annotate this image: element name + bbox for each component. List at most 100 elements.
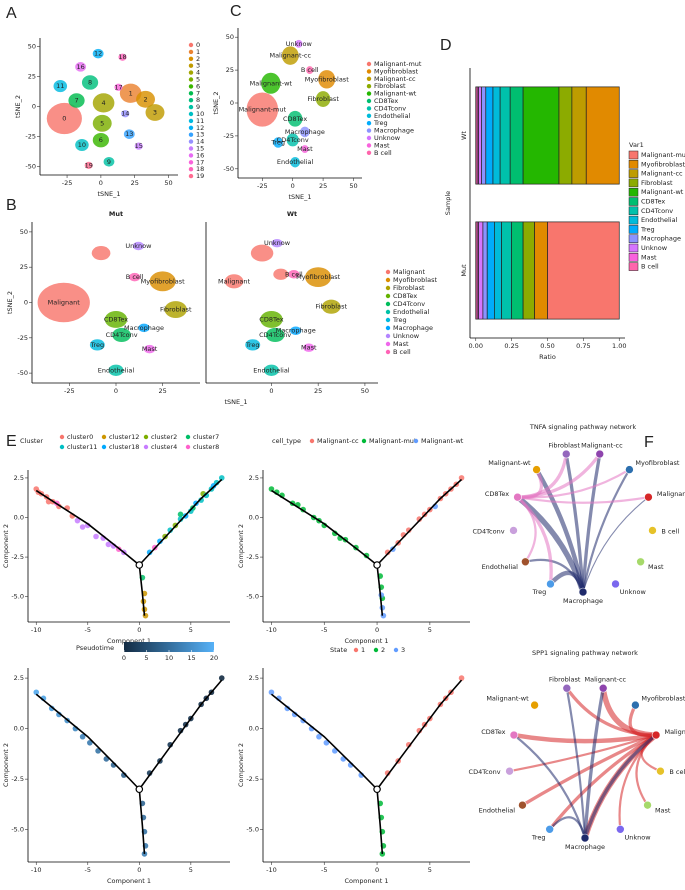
legend-swatch <box>188 49 194 55</box>
node-label: Myofibroblast <box>641 694 685 702</box>
panel-letter: A <box>6 5 17 22</box>
x-tick-label: -10 <box>31 866 42 874</box>
cluster <box>136 90 156 108</box>
cluster <box>250 244 274 262</box>
node <box>631 700 640 710</box>
legend-label: 17 <box>196 158 204 166</box>
bar-segment <box>534 221 548 320</box>
legend-swatch <box>628 169 639 178</box>
cluster <box>273 268 289 280</box>
x-axis-label: Component 1 <box>107 877 151 885</box>
cluster-label: 13 <box>125 130 133 138</box>
node-label: B cell <box>669 768 685 776</box>
cluster-label: B cell <box>285 270 303 278</box>
cluster-label: B cell <box>301 66 319 74</box>
cluster <box>92 48 104 59</box>
cluster-label: Malignant-cc <box>269 52 311 60</box>
legend-swatch <box>188 91 194 96</box>
edge <box>628 703 658 738</box>
legend-swatch <box>385 269 391 275</box>
legend-swatch <box>628 243 639 253</box>
legend-swatch <box>366 150 372 155</box>
x-axis-label: Ratio <box>539 353 556 361</box>
colorbar-tick-label: 15 <box>187 654 195 662</box>
legend-label: 10 <box>196 110 204 118</box>
legend-swatch <box>628 160 639 169</box>
y-tick-label: 50 <box>20 228 28 236</box>
edge <box>511 732 659 744</box>
cluster-label: Myofibroblast <box>296 273 340 281</box>
legend-label: 9 <box>196 103 200 111</box>
cluster <box>261 72 281 94</box>
x-tick-label: 1.00 <box>612 342 626 350</box>
cluster <box>118 53 127 61</box>
cluster <box>75 138 89 151</box>
x-tick-label: -25 <box>62 179 73 187</box>
node <box>509 526 518 535</box>
legend-label: CD4Tconv <box>641 207 673 215</box>
point <box>458 475 465 481</box>
x-tick-label: -5 <box>85 626 91 634</box>
node-label: Unknow <box>625 833 652 841</box>
legend-label: Malignant-mut <box>641 151 685 159</box>
node-label: CD8Tex <box>481 728 505 736</box>
legend-swatch <box>628 187 639 197</box>
cluster <box>84 161 93 169</box>
y-tick-label: 0.0 <box>249 725 259 733</box>
cluster <box>295 39 303 48</box>
legend-label: Fibroblast <box>393 284 425 292</box>
panel-title: Mut <box>109 210 123 218</box>
legend-label: 16 <box>196 151 204 159</box>
cluster <box>68 93 85 108</box>
legend-swatch <box>366 61 372 67</box>
legend-label: CD8Tex <box>393 292 417 300</box>
edge <box>564 452 585 594</box>
node-label: Malignant-cc <box>581 441 623 449</box>
legend-label: Myofibroblast <box>393 276 437 284</box>
bar-segment <box>478 86 482 185</box>
cluster-label: CD8Tex <box>104 315 128 323</box>
node <box>518 800 527 810</box>
point <box>316 733 322 740</box>
point <box>458 675 465 681</box>
cluster-label: Treg <box>89 341 104 349</box>
point <box>384 549 391 556</box>
cluster <box>104 310 128 328</box>
y-axis-label: tSNE_2 <box>14 95 22 118</box>
y-tick-label: -2.5 <box>246 775 259 783</box>
y-tick-label: 0.0 <box>14 725 24 733</box>
legend-swatch <box>366 69 372 74</box>
node <box>505 766 514 776</box>
node-label: Mast <box>648 563 664 571</box>
bar-segment <box>558 86 573 185</box>
cluster-label: Endothelial <box>98 366 135 374</box>
cluster <box>134 142 143 150</box>
legend-label: CD8Tex <box>641 198 665 206</box>
node-label: Malignant-wt <box>486 694 529 702</box>
cluster-label: 5 <box>100 119 104 127</box>
bar-segment <box>478 221 484 320</box>
node <box>509 730 519 740</box>
edge <box>582 496 650 593</box>
node-label: CD8Tex <box>485 490 509 498</box>
cluster-label: Mast <box>301 344 317 352</box>
cluster-label: Malignant <box>48 299 81 307</box>
node-label: Myofibroblast <box>635 459 679 467</box>
trajectory <box>376 478 463 566</box>
cluster-label: Unknow <box>125 242 152 250</box>
x-tick-label: 25 <box>314 387 322 395</box>
legend-label: Unknow <box>641 244 668 252</box>
legend-swatch <box>628 206 639 216</box>
node <box>598 683 608 693</box>
trajectory <box>376 679 463 790</box>
cluster-label: Malignant-mut <box>239 106 287 114</box>
bar-segment <box>492 86 501 185</box>
legend-label: Fibroblast <box>374 82 406 90</box>
cluster-label: Unknow <box>286 40 313 48</box>
edge <box>516 496 537 563</box>
x-tick-label: 5 <box>189 626 193 634</box>
legend-label: Mast <box>393 340 409 348</box>
legend-swatch <box>366 113 372 119</box>
cluster <box>260 310 283 328</box>
node <box>561 449 571 459</box>
